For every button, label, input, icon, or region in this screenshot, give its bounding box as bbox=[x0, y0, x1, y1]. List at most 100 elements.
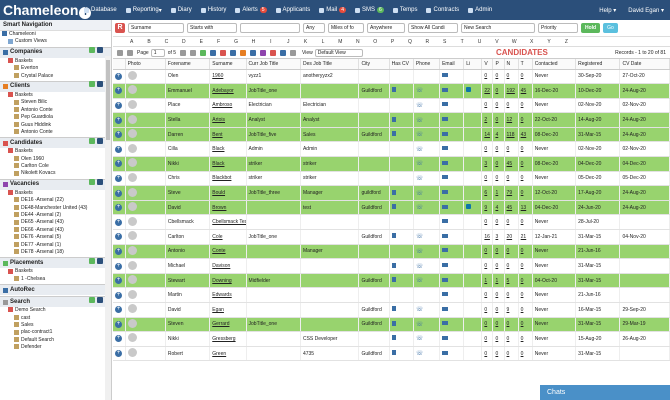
saved-search-select[interactable]: New Search bbox=[461, 23, 535, 33]
email-icon[interactable] bbox=[442, 292, 449, 297]
expand-icon[interactable]: + bbox=[115, 174, 122, 182]
letter-filter[interactable]: H bbox=[251, 38, 256, 45]
nav-database[interactable]: Database bbox=[84, 7, 117, 13]
letter-filter[interactable]: U bbox=[477, 38, 482, 45]
count-t[interactable]: 0 bbox=[518, 141, 533, 158]
tree-item[interactable]: Steven Bilic bbox=[0, 99, 111, 106]
expand-icon[interactable]: + bbox=[115, 233, 122, 241]
tree-item[interactable]: cast bbox=[0, 315, 111, 322]
letter-filter[interactable]: M bbox=[338, 38, 343, 45]
tree-item[interactable]: Baskets bbox=[0, 92, 111, 99]
count-p[interactable]: 4 bbox=[492, 200, 505, 216]
expand-icon[interactable]: + bbox=[115, 291, 122, 299]
tree-item[interactable]: Baskets bbox=[0, 148, 111, 155]
nav-reporting[interactable]: Reporting ▾ bbox=[125, 7, 162, 14]
count-n[interactable]: 0 bbox=[504, 244, 519, 260]
phone-icon[interactable]: ☏ bbox=[415, 117, 424, 124]
count-n[interactable]: 5 bbox=[504, 273, 519, 289]
count-v[interactable]: 0 bbox=[481, 141, 494, 158]
count-t[interactable]: 0 bbox=[518, 214, 533, 231]
count-t[interactable]: 0 bbox=[518, 112, 533, 128]
letter-filter[interactable]: S bbox=[443, 38, 447, 45]
section-vacancies[interactable]: Vacancies bbox=[0, 178, 111, 190]
table-row[interactable]: + Olen 1960 vyzz1 anotheryyzx2 0 0 0 0 Never 30-Se… bbox=[113, 69, 670, 85]
count-t[interactable]: 0 bbox=[518, 302, 533, 318]
count-v[interactable]: 2 bbox=[481, 112, 494, 128]
surname-link[interactable]: Black bbox=[209, 141, 247, 158]
table-row[interactable]: + Emmanuel Adebayor JobTitle_one Guildford ☏ 2… bbox=[113, 83, 670, 99]
surname-link[interactable]: Egan bbox=[209, 302, 247, 318]
refresh-icon[interactable] bbox=[89, 47, 95, 54]
count-n[interactable]: 0 bbox=[504, 258, 519, 274]
cv-document-icon[interactable] bbox=[391, 350, 396, 356]
count-t[interactable]: 0 bbox=[518, 331, 533, 347]
table-row[interactable]: + Antonio Conte Manager ☏ 0 0 0 0 Never 21-Jun-16 bbox=[113, 244, 670, 260]
phone-icon[interactable]: ☏ bbox=[415, 161, 424, 168]
merge-icon[interactable] bbox=[260, 49, 267, 56]
tree-root[interactable]: Chameleoni bbox=[0, 31, 111, 38]
tree-item[interactable]: DE66 -Arsenal (43) bbox=[0, 227, 111, 234]
expand-icon[interactable]: + bbox=[115, 262, 122, 270]
custom-views-link[interactable]: Custom Views bbox=[0, 38, 111, 45]
count-p[interactable]: 0 bbox=[492, 69, 505, 85]
table-row[interactable]: + Stewart Downing Midfielder Guildford ☏ 1 1 5 0 0… bbox=[113, 273, 670, 289]
nav-history[interactable]: History bbox=[200, 7, 226, 13]
phone-icon[interactable]: ☏ bbox=[415, 263, 424, 270]
tree-item[interactable]: Carlton Cole bbox=[0, 163, 111, 170]
count-p[interactable]: 4 bbox=[492, 127, 505, 143]
print-icon[interactable] bbox=[280, 49, 287, 56]
count-n[interactable]: 0 bbox=[504, 214, 519, 231]
user-menu[interactable]: David Egan ▾ bbox=[628, 7, 664, 14]
tree-item[interactable]: Nikolett Kovacs bbox=[0, 170, 111, 177]
tree-item[interactable]: DE44 -Arsenal (2) bbox=[0, 212, 111, 219]
email-icon[interactable] bbox=[442, 131, 449, 136]
column-header[interactable]: CV Date bbox=[619, 59, 670, 70]
count-v[interactable]: 0 bbox=[481, 258, 494, 274]
count-t[interactable]: 13 bbox=[518, 200, 533, 216]
letter-filter[interactable]: Z bbox=[564, 38, 568, 45]
count-n[interactable]: 0 bbox=[504, 331, 519, 347]
any-select[interactable]: Any bbox=[303, 23, 325, 33]
count-t[interactable]: 43 bbox=[518, 127, 533, 143]
close-icon[interactable] bbox=[97, 47, 103, 54]
tree-item[interactable]: Antonio Conte bbox=[0, 107, 111, 114]
count-n[interactable]: 0 bbox=[504, 69, 519, 85]
phone-icon[interactable]: ☏ bbox=[415, 307, 424, 314]
help-menu[interactable]: Help ▾ bbox=[599, 7, 617, 14]
reset-button[interactable]: R bbox=[115, 23, 125, 33]
email-icon[interactable] bbox=[442, 146, 449, 151]
count-p[interactable]: 0 bbox=[492, 171, 505, 187]
email-icon[interactable] bbox=[442, 190, 449, 195]
location-input[interactable]: Anywhere bbox=[367, 23, 405, 33]
tree-item[interactable]: Antonio Conte bbox=[0, 129, 111, 136]
cv-document-icon[interactable] bbox=[391, 306, 396, 312]
refresh-icon[interactable] bbox=[89, 137, 95, 144]
phone-icon[interactable]: ☏ bbox=[415, 132, 424, 139]
hold-button[interactable]: Hold bbox=[581, 23, 601, 33]
column-header[interactable]: T bbox=[518, 59, 533, 70]
refresh-icon[interactable] bbox=[89, 296, 95, 303]
cv-document-icon[interactable] bbox=[391, 277, 396, 283]
expand-icon[interactable]: + bbox=[115, 160, 122, 168]
tree-item[interactable]: Baskets bbox=[0, 190, 111, 197]
expand-icon[interactable]: + bbox=[115, 350, 122, 358]
surname-link[interactable]: Blackbot bbox=[209, 171, 247, 187]
count-p[interactable]: 0 bbox=[492, 98, 505, 114]
surname-link[interactable]: Downing bbox=[209, 273, 247, 289]
surname-link[interactable]: 1960 bbox=[209, 69, 247, 85]
count-p[interactable]: 0 bbox=[492, 302, 505, 318]
first-page-icon[interactable] bbox=[117, 49, 123, 56]
email-icon[interactable] bbox=[442, 335, 449, 340]
count-v[interactable]: 0 bbox=[481, 331, 494, 347]
count-n[interactable]: 192 bbox=[504, 83, 519, 99]
table-row[interactable]: + Robert Green 4735 Guildford ☏ 0 0 0 0 Never 31-Ma… bbox=[113, 346, 670, 362]
letter-filter[interactable]: E bbox=[199, 38, 203, 45]
surname-link[interactable]: Cbellsmack Test Candidate bbox=[209, 214, 247, 231]
count-n[interactable]: 0 bbox=[504, 171, 519, 187]
refresh-icon[interactable] bbox=[89, 257, 95, 264]
column-header[interactable]: Curr Job Title bbox=[246, 59, 301, 70]
count-v[interactable]: 16 bbox=[481, 229, 494, 245]
nav-sms[interactable]: SMS 6 bbox=[355, 7, 384, 13]
letter-filter[interactable]: X bbox=[530, 38, 534, 45]
